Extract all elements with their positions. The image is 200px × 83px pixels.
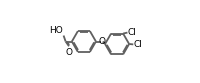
- Text: HO: HO: [49, 26, 63, 35]
- Text: O: O: [65, 47, 72, 57]
- Text: O: O: [98, 37, 105, 46]
- Text: Cl: Cl: [133, 40, 142, 49]
- Text: Cl: Cl: [127, 28, 136, 37]
